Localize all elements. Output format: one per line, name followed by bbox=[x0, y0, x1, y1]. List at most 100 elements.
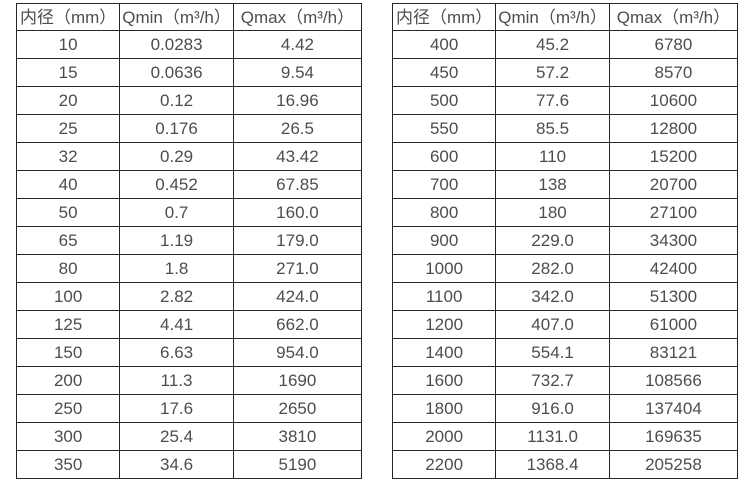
table-cell: 732.7 bbox=[495, 366, 610, 395]
table-row: 10 0.0283 4.42 bbox=[15, 30, 363, 59]
column-header: 内径（mm） bbox=[15, 3, 121, 31]
table-cell: 42400 bbox=[608, 254, 739, 283]
table-cell: 61000 bbox=[608, 310, 739, 339]
table-cell: 85.5 bbox=[495, 114, 610, 143]
table-cell: 1000 bbox=[391, 254, 497, 283]
table-cell: 180 bbox=[495, 198, 610, 227]
table-cell: 16.96 bbox=[232, 86, 363, 115]
table-cell: 6780 bbox=[608, 30, 739, 59]
table-cell: 424.0 bbox=[232, 282, 363, 311]
table-cell: 8570 bbox=[608, 58, 739, 87]
table-cell: 800 bbox=[391, 198, 497, 227]
table-row: 250 17.6 2650 bbox=[15, 394, 363, 423]
table-cell: 6.63 bbox=[119, 338, 234, 367]
table-cell: 271.0 bbox=[232, 254, 363, 283]
table-cell: 169635 bbox=[608, 422, 739, 451]
table-row: 1100 342.0 51300 bbox=[391, 282, 739, 311]
spec-table-large-diameters: 内径（mm） Qmin（m³/h） Qmax（m³/h） 400 45.2 6780 450… bbox=[391, 3, 739, 479]
table-row: 350 34.6 5190 bbox=[15, 450, 363, 479]
table-cell: 350 bbox=[15, 450, 121, 479]
table-cell: 110 bbox=[495, 142, 610, 171]
table-cell: 2000 bbox=[391, 422, 497, 451]
table-row: 200 11.3 1690 bbox=[15, 366, 363, 395]
table-cell: 342.0 bbox=[495, 282, 610, 311]
table-cell: 300 bbox=[15, 422, 121, 451]
table-cell: 2200 bbox=[391, 450, 497, 479]
table-row: 800 180 27100 bbox=[391, 198, 739, 227]
table-cell: 0.0283 bbox=[119, 30, 234, 59]
column-header: Qmin（m³/h） bbox=[119, 3, 234, 31]
table-cell: 662.0 bbox=[232, 310, 363, 339]
table-cell: 0.0636 bbox=[119, 58, 234, 87]
table-cell: 34300 bbox=[608, 226, 739, 255]
table-cell: 450 bbox=[391, 58, 497, 87]
table-row: 32 0.29 43.42 bbox=[15, 142, 363, 171]
table-cell: 50 bbox=[15, 198, 121, 227]
table-cell: 10 bbox=[15, 30, 121, 59]
table-cell: 20 bbox=[15, 86, 121, 115]
table-cell: 43.42 bbox=[232, 142, 363, 171]
table-cell: 9.54 bbox=[232, 58, 363, 87]
table-cell: 0.176 bbox=[119, 114, 234, 143]
table-row: 300 25.4 3810 bbox=[15, 422, 363, 451]
table-cell: 25 bbox=[15, 114, 121, 143]
table-row: 1600 732.7 108566 bbox=[391, 366, 739, 395]
table-row: 400 45.2 6780 bbox=[391, 30, 739, 59]
table-row: 65 1.19 179.0 bbox=[15, 226, 363, 255]
header-row: 内径（mm） Qmin（m³/h） Qmax（m³/h） bbox=[391, 3, 739, 31]
table-row: 20 0.12 16.96 bbox=[15, 86, 363, 115]
table-cell: 137404 bbox=[608, 394, 739, 423]
table-cell: 3810 bbox=[232, 422, 363, 451]
table-cell: 27100 bbox=[608, 198, 739, 227]
table-cell: 67.85 bbox=[232, 170, 363, 199]
table-cell: 1131.0 bbox=[495, 422, 610, 451]
column-header: Qmax（m³/h） bbox=[232, 3, 363, 31]
table-cell: 1.8 bbox=[119, 254, 234, 283]
table-cell: 2650 bbox=[232, 394, 363, 423]
table-cell: 1600 bbox=[391, 366, 497, 395]
table-cell: 1100 bbox=[391, 282, 497, 311]
table-cell: 138 bbox=[495, 170, 610, 199]
table-row: 2000 1131.0 169635 bbox=[391, 422, 739, 451]
table-cell: 0.452 bbox=[119, 170, 234, 199]
spec-table-small-diameters: 内径（mm） Qmin（m³/h） Qmax（m³/h） 10 0.0283 4.42 15… bbox=[15, 3, 363, 479]
table-cell: 20700 bbox=[608, 170, 739, 199]
table-cell: 40 bbox=[15, 170, 121, 199]
table-row: 150 6.63 954.0 bbox=[15, 338, 363, 367]
header-row: 内径（mm） Qmin（m³/h） Qmax（m³/h） bbox=[15, 3, 363, 31]
column-header: 内径（mm） bbox=[391, 3, 497, 31]
table-cell: 2.82 bbox=[119, 282, 234, 311]
table-cell: 4.41 bbox=[119, 310, 234, 339]
table-row: 15 0.0636 9.54 bbox=[15, 58, 363, 87]
table-cell: 10600 bbox=[608, 86, 739, 115]
table-cell: 15 bbox=[15, 58, 121, 87]
table-cell: 554.1 bbox=[495, 338, 610, 367]
table-cell: 0.29 bbox=[119, 142, 234, 171]
table-row: 600 110 15200 bbox=[391, 142, 739, 171]
table-row: 450 57.2 8570 bbox=[391, 58, 739, 87]
table-row: 1400 554.1 83121 bbox=[391, 338, 739, 367]
column-header: Qmax（m³/h） bbox=[608, 3, 739, 31]
table-cell: 15200 bbox=[608, 142, 739, 171]
table-cell: 12800 bbox=[608, 114, 739, 143]
table-cell: 916.0 bbox=[495, 394, 610, 423]
table-row: 40 0.452 67.85 bbox=[15, 170, 363, 199]
table-cell: 160.0 bbox=[232, 198, 363, 227]
table-cell: 1200 bbox=[391, 310, 497, 339]
table-cell: 57.2 bbox=[495, 58, 610, 87]
table-row: 1200 407.0 61000 bbox=[391, 310, 739, 339]
table-cell: 205258 bbox=[608, 450, 739, 479]
table-cell: 80 bbox=[15, 254, 121, 283]
table-row: 125 4.41 662.0 bbox=[15, 310, 363, 339]
table-cell: 26.5 bbox=[232, 114, 363, 143]
table-cell: 407.0 bbox=[495, 310, 610, 339]
table-row: 50 0.7 160.0 bbox=[15, 198, 363, 227]
table-cell: 550 bbox=[391, 114, 497, 143]
table-cell: 200 bbox=[15, 366, 121, 395]
table-row: 80 1.8 271.0 bbox=[15, 254, 363, 283]
table-cell: 5190 bbox=[232, 450, 363, 479]
table-cell: 179.0 bbox=[232, 226, 363, 255]
table-row: 700 138 20700 bbox=[391, 170, 739, 199]
table-cell: 700 bbox=[391, 170, 497, 199]
table-cell: 229.0 bbox=[495, 226, 610, 255]
